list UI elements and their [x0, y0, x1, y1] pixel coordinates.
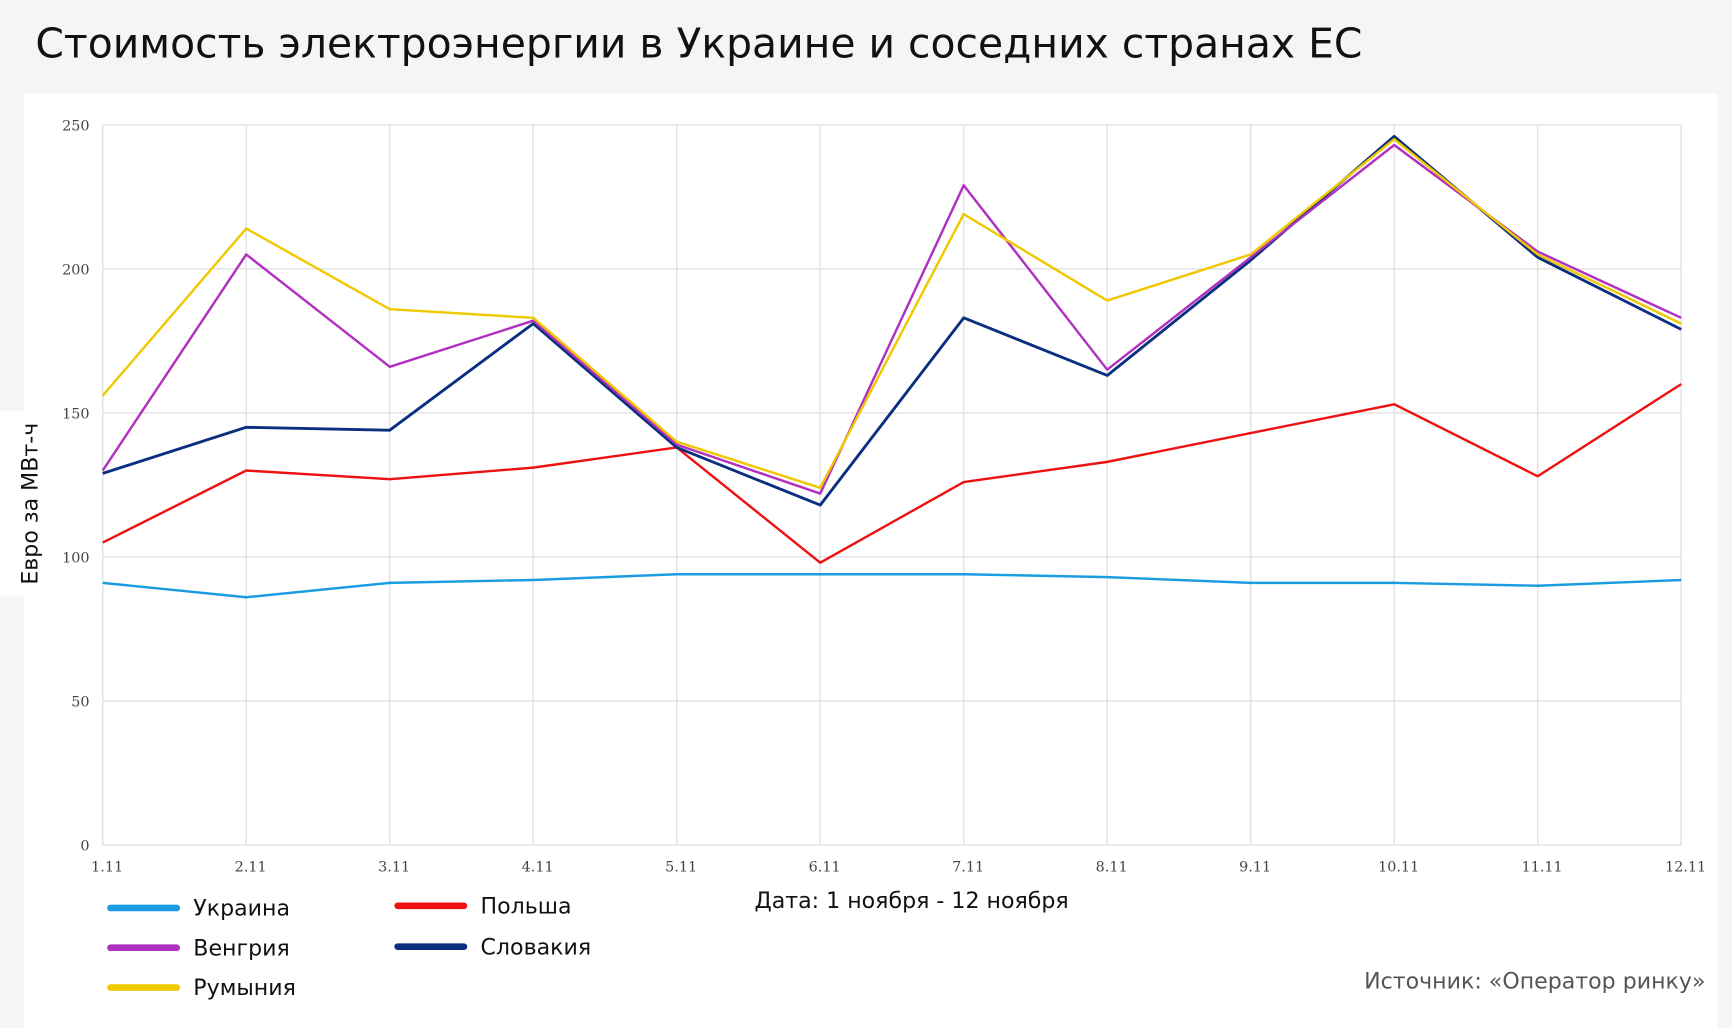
legend-label: Румыния — [193, 974, 296, 1001]
x-tick-label: 8.11 — [1096, 860, 1128, 876]
x-tick-label: 3.11 — [378, 860, 410, 876]
legend-label: Словакия — [480, 933, 592, 960]
x-tick-label: 2.11 — [235, 860, 267, 876]
series-line-5 — [101, 138, 1682, 490]
x-tick-label: 1.11 — [91, 860, 123, 876]
y-tick-label: 150 — [62, 406, 89, 422]
y-axis-label-box — [0, 410, 45, 597]
x-tick-label: 7.11 — [952, 860, 984, 876]
source-note: Источник: «Оператор ринку» — [1364, 967, 1706, 995]
legend-item: Словакия — [394, 933, 591, 960]
legend-swatch — [107, 944, 181, 952]
legend-item: Украина — [107, 894, 291, 922]
x-tick-label: 9.11 — [1239, 860, 1271, 876]
x-tick-label: 5.11 — [665, 860, 697, 876]
series-line-1 — [102, 573, 1682, 599]
y-axis-label: Евро за МВт-ч — [16, 422, 44, 585]
legend-swatch — [394, 902, 468, 910]
y-tick-label: 0 — [80, 839, 89, 855]
series-line-3 — [101, 143, 1682, 495]
legend-label: Польша — [480, 892, 572, 920]
page-title: Стоимость электроэнергии в Украине и сос… — [35, 19, 1363, 68]
series-line-2 — [102, 383, 1682, 564]
x-tick-label: 6.11 — [809, 860, 841, 876]
legend-swatch — [107, 904, 181, 912]
x-tick-label: 11.11 — [1522, 860, 1563, 876]
legend-label: Венгрия — [193, 934, 290, 962]
x-tick-label: 4.11 — [522, 860, 554, 876]
legend-item: Венгрия — [107, 934, 290, 961]
legend-label: Украина — [193, 894, 291, 922]
y-tick-label: 200 — [62, 262, 89, 278]
legend-swatch — [394, 943, 468, 950]
y-tick-label: 250 — [62, 118, 89, 134]
y-tick-label: 100 — [62, 550, 89, 566]
chart-card — [24, 93, 1718, 1028]
x-axis-label: Дата: 1 ноября - 12 ноября — [754, 886, 1069, 914]
x-tick-label: 12.11 — [1665, 860, 1706, 876]
y-tick-label: 50 — [71, 695, 89, 711]
series-line-4 — [102, 134, 1682, 507]
legend-swatch — [107, 984, 181, 991]
x-tick-label: 10.11 — [1378, 860, 1419, 876]
legend-item: Польша — [394, 892, 572, 920]
legend-item: Румыния — [107, 974, 296, 1001]
